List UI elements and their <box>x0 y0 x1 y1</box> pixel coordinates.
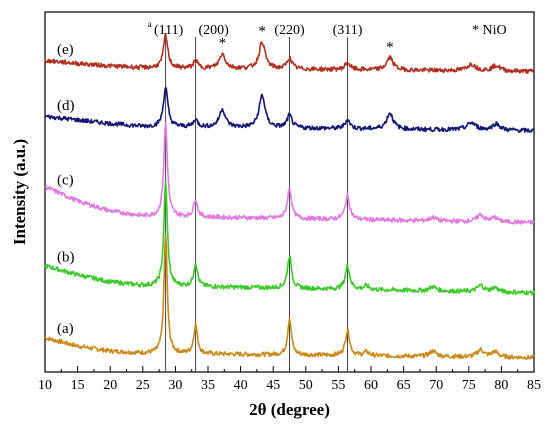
y-axis-label: Intensity (a.u.) <box>10 139 29 245</box>
x-tick-label: 70 <box>429 378 443 393</box>
reference-lines: (111)a (200) (220) (311) <box>148 19 363 372</box>
series-lines: (a) (b) (c) (d) (e) <box>44 32 535 361</box>
annotations: * * * <box>219 24 394 56</box>
series-label: (c) <box>57 172 74 188</box>
series-line <box>44 121 535 225</box>
hkl-label: (111) <box>154 23 184 38</box>
hkl-label: (200) <box>198 23 229 38</box>
x-tick-label: 35 <box>201 378 215 393</box>
x-tick-label: 75 <box>462 378 476 393</box>
x-tick-label: 60 <box>364 378 378 393</box>
x-tick-label: 10 <box>38 378 52 393</box>
legend-nio: * NiO <box>472 23 507 38</box>
series-label: (d) <box>57 98 75 114</box>
hkl-prefix: a <box>148 19 152 29</box>
nio-marker: * <box>386 39 394 55</box>
x-axis-label: 2θ (degree) <box>249 400 330 419</box>
x-tick-label: 45 <box>266 378 280 393</box>
hkl-label: (220) <box>274 23 305 38</box>
x-tick-label: 55 <box>331 378 345 393</box>
series-label: (a) <box>57 321 74 337</box>
x-tick-label: 20 <box>103 378 117 393</box>
x-axis-ticks: 10 15 20 25 30 35 40 45 50 55 60 65 70 75 80 85 <box>38 366 541 393</box>
nio-marker: * <box>258 24 266 40</box>
nio-marker: * <box>219 36 227 52</box>
x-tick-label: 80 <box>494 378 508 393</box>
x-tick-label: 30 <box>168 378 182 393</box>
series-line <box>44 87 535 134</box>
series-label: (e) <box>57 42 74 58</box>
x-tick-label: 65 <box>397 378 411 393</box>
hkl-label: (311) <box>333 23 363 38</box>
series-line <box>44 180 535 296</box>
series-label: (b) <box>57 249 75 265</box>
x-tick-label: 50 <box>299 378 313 393</box>
x-tick-label: 85 <box>527 378 541 393</box>
x-tick-label: 25 <box>136 378 150 393</box>
x-tick-label: 15 <box>71 378 85 393</box>
series-line <box>44 32 535 74</box>
x-tick-label: 40 <box>234 378 248 393</box>
series-line <box>44 234 535 361</box>
